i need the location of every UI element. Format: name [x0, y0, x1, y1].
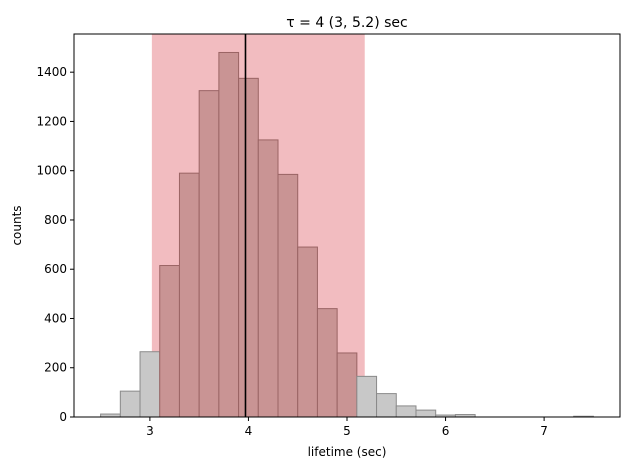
- x-tick-label: 4: [245, 424, 253, 438]
- histogram-bar: [139, 351, 161, 418]
- y-tick-label: 1000: [36, 164, 67, 178]
- histogram-bar: [218, 51, 240, 418]
- x-tick-label: 7: [540, 424, 548, 438]
- histogram-bar: [415, 409, 437, 418]
- y-tick-label: 800: [44, 213, 67, 227]
- y-tick-label: 400: [44, 311, 67, 325]
- chart-title: τ = 4 (3, 5.2) sec: [286, 15, 407, 31]
- histogram-bar: [395, 405, 417, 418]
- histogram-bars: [100, 51, 594, 418]
- y-axis-ticks: 0 200 400 600 800 1000 1200 1400: [36, 65, 74, 424]
- y-tick-label: 0: [59, 410, 67, 424]
- histogram-bar: [356, 375, 378, 418]
- histogram-bar: [119, 390, 141, 418]
- histogram-bar: [238, 77, 259, 418]
- histogram-bar: [257, 139, 279, 418]
- y-tick-label: 1200: [36, 114, 67, 128]
- histogram-bar: [297, 246, 318, 418]
- histogram-bar: [178, 172, 200, 418]
- histogram-bar: [159, 265, 180, 418]
- y-tick-label: 600: [44, 262, 67, 276]
- x-tick-label: 3: [146, 424, 154, 438]
- x-axis-ticks: 3 4 5 6 7: [146, 417, 548, 438]
- x-axis-label: lifetime (sec): [308, 445, 387, 459]
- histogram-bar: [277, 173, 299, 418]
- histogram-bar: [376, 393, 397, 418]
- y-axis-label: counts: [10, 205, 24, 245]
- histogram-bar: [198, 90, 220, 418]
- histogram-bar: [336, 352, 358, 418]
- x-tick-label: 6: [442, 424, 450, 438]
- histogram-bar: [316, 308, 338, 418]
- y-tick-label: 200: [44, 361, 67, 375]
- x-tick-label: 5: [343, 424, 351, 438]
- y-tick-label: 1400: [36, 65, 67, 79]
